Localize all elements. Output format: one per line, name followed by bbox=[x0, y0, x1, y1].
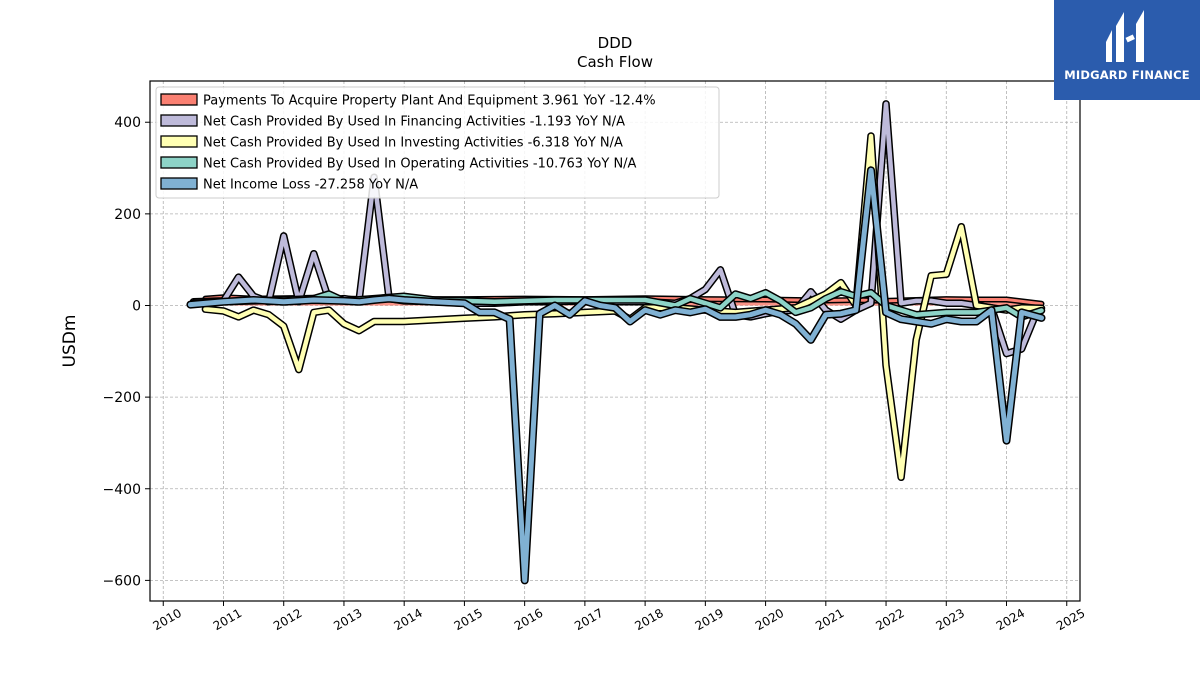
x-tick-label: 2020 bbox=[753, 606, 786, 633]
legend-item: Net Cash Provided By Used In Financing A… bbox=[160, 114, 625, 130]
legend-label: Net Cash Provided By Used In Financing A… bbox=[203, 115, 625, 130]
y-tick-label: −400 bbox=[103, 482, 141, 498]
y-tick-label: −200 bbox=[103, 390, 141, 406]
legend-box bbox=[155, 86, 720, 199]
x-tick-label: 2015 bbox=[452, 606, 485, 633]
legend-swatch bbox=[160, 93, 198, 106]
midgard-logo-mark-icon bbox=[1106, 10, 1144, 62]
chart-subtitle: Cash Flow bbox=[577, 53, 653, 71]
y-tick-label: 200 bbox=[114, 207, 141, 223]
y-tick-label: 400 bbox=[114, 115, 141, 131]
x-tick-label: 2014 bbox=[391, 606, 424, 633]
x-tick-label: 2011 bbox=[211, 606, 244, 633]
x-tick-label: 2023 bbox=[934, 606, 967, 633]
legend-swatch bbox=[160, 135, 198, 148]
y-tick-label: −600 bbox=[103, 573, 141, 589]
series-5 bbox=[186, 166, 1046, 585]
y-axis-label: USDm bbox=[60, 315, 80, 368]
plot-area bbox=[186, 100, 1046, 585]
x-tick-label: 2017 bbox=[572, 606, 605, 633]
x-tick-label: 2010 bbox=[151, 606, 184, 633]
y-tick-label: 0 bbox=[132, 298, 141, 314]
chart-title: DDD bbox=[598, 34, 633, 52]
x-tick-label: 2016 bbox=[512, 606, 545, 633]
x-tick-label: 2018 bbox=[632, 606, 665, 633]
x-tick-label: 2019 bbox=[693, 606, 726, 633]
legend-label: Net Cash Provided By Used In Operating A… bbox=[203, 157, 637, 172]
x-tick-label: 2022 bbox=[873, 606, 906, 633]
logo-name: MIDGARD FINANCE bbox=[1064, 68, 1190, 82]
x-tick-label: 2021 bbox=[813, 606, 846, 633]
legend-label: Payments To Acquire Property Plant And E… bbox=[203, 94, 656, 109]
legend-item: Net Income Loss -27.258 YoY N/A bbox=[160, 177, 418, 193]
plot-frame bbox=[149, 80, 1081, 602]
legend-item: Payments To Acquire Property Plant And E… bbox=[160, 93, 656, 109]
x-tick-label: 2013 bbox=[331, 606, 364, 633]
x-tick-label: 2012 bbox=[271, 606, 304, 633]
legend-label: Net Income Loss -27.258 YoY N/A bbox=[203, 178, 418, 193]
series-line bbox=[187, 167, 1044, 583]
legend-swatch bbox=[160, 156, 198, 169]
legend-swatch bbox=[160, 177, 198, 190]
x-tick-label: 2025 bbox=[1054, 606, 1087, 633]
legend-label: Net Cash Provided By Used In Investing A… bbox=[203, 136, 623, 151]
legend-swatch bbox=[160, 114, 198, 127]
midgard-finance-logo: MIDGARD FINANCE bbox=[1054, 0, 1200, 100]
legend-item: Net Cash Provided By Used In Operating A… bbox=[160, 156, 637, 172]
legend: Payments To Acquire Property Plant And E… bbox=[155, 86, 720, 199]
x-tick-label: 2024 bbox=[994, 606, 1027, 633]
legend-item: Net Cash Provided By Used In Investing A… bbox=[160, 135, 623, 151]
